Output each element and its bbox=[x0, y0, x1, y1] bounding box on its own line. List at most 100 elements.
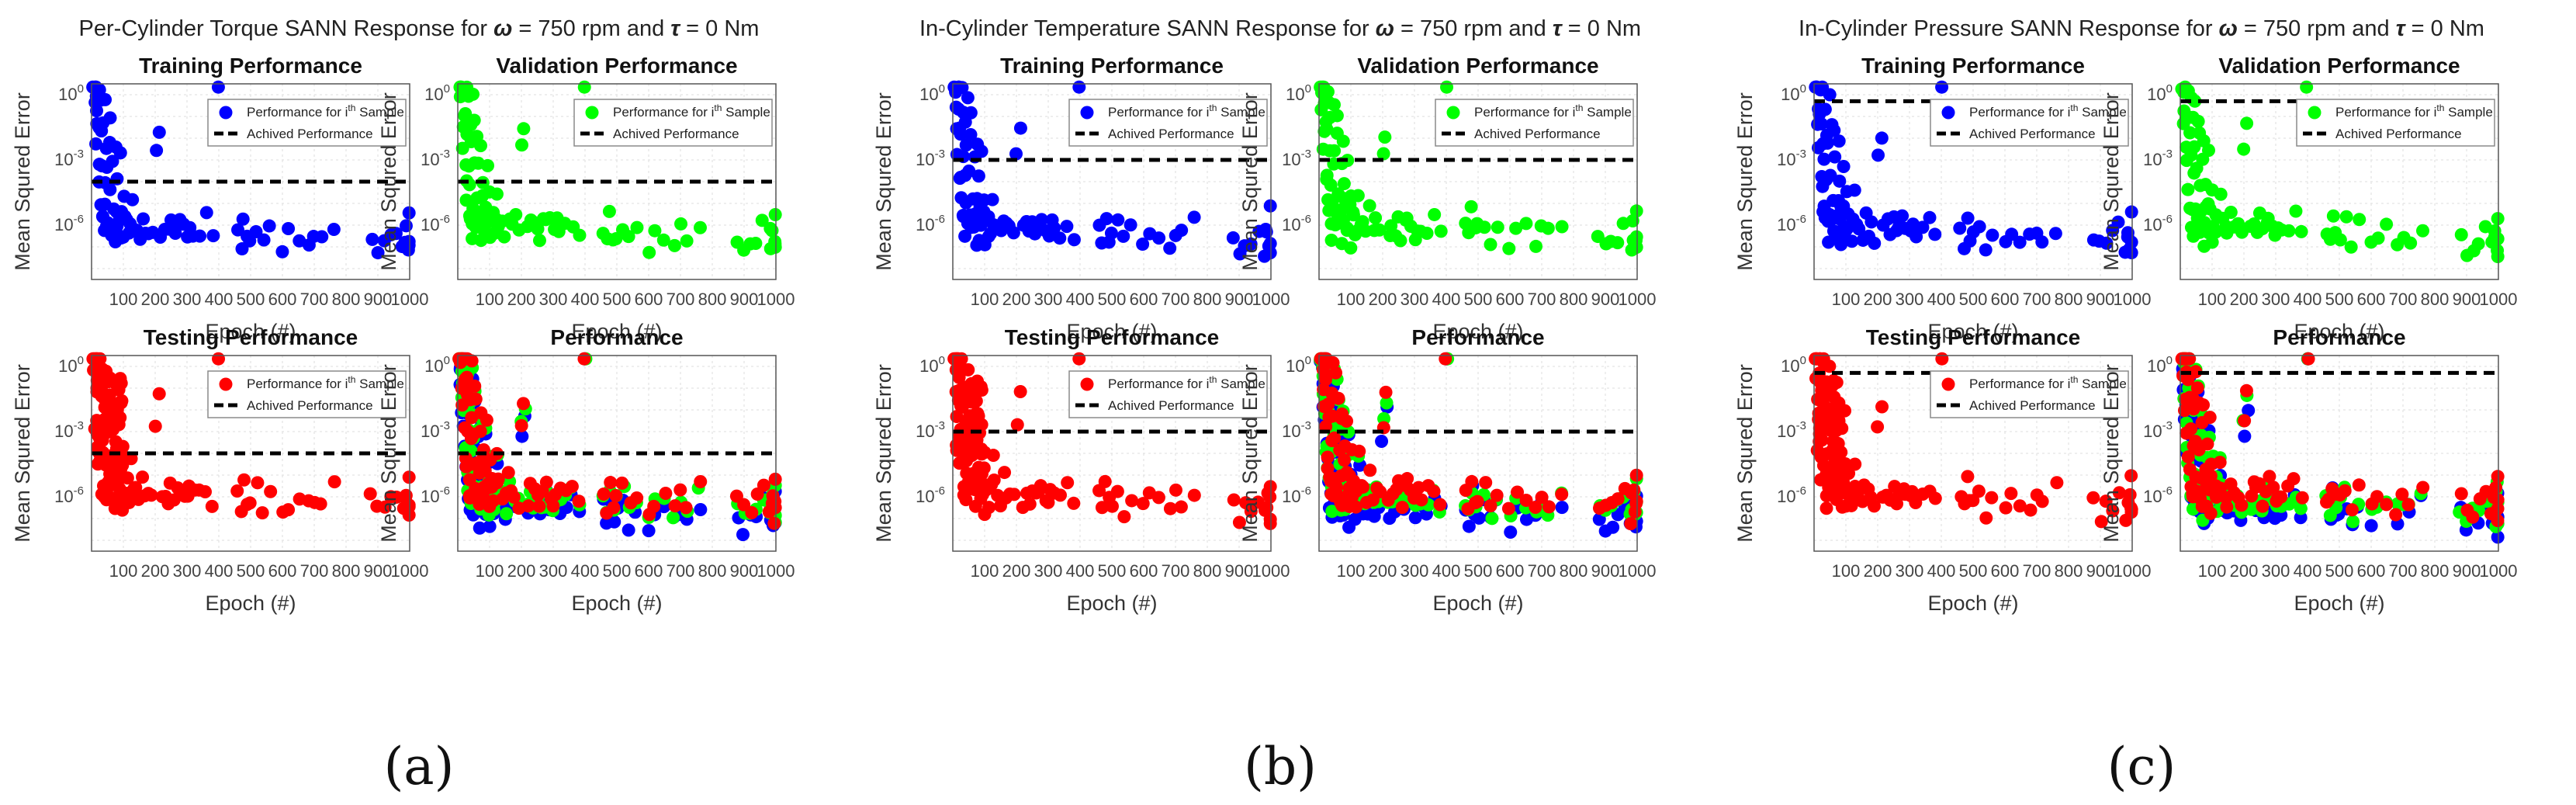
subplot-title: Training Performance bbox=[1861, 54, 2085, 78]
data-point-testing bbox=[521, 499, 535, 513]
data-point-testing bbox=[1465, 474, 1479, 488]
data-point-training bbox=[642, 524, 656, 538]
data-point-training bbox=[1953, 221, 1967, 235]
data-point-testing bbox=[2491, 514, 2505, 528]
y-tick-label: 10-6 bbox=[421, 213, 450, 234]
data-point-training bbox=[1818, 102, 1832, 116]
y-tick-exponent: 0 bbox=[939, 82, 945, 95]
y-axis-label: Mean Squred Error bbox=[377, 92, 400, 271]
x-tick-label: 500 bbox=[1098, 290, 1127, 309]
legend-sample-prefix: Performance for i bbox=[2335, 105, 2436, 120]
y-tick-base: 10 bbox=[2143, 422, 2162, 441]
data-point-testing bbox=[1232, 515, 1246, 529]
y-tick-label: 100 bbox=[1781, 82, 1806, 104]
data-point-validation bbox=[1320, 122, 1334, 136]
speed-condition: = 750 rpm and bbox=[512, 16, 670, 41]
y-tick-exponent: 0 bbox=[1305, 82, 1311, 95]
y-tick-base: 10 bbox=[421, 487, 439, 506]
data-point-testing bbox=[546, 499, 560, 513]
legend-sample-prefix: Performance for i bbox=[1969, 376, 2070, 391]
data-point-training bbox=[961, 91, 975, 105]
data-point-testing bbox=[251, 476, 265, 490]
data-point-testing bbox=[465, 354, 479, 368]
data-point-testing bbox=[1875, 400, 1889, 414]
data-point-testing bbox=[673, 483, 687, 497]
data-point-validation bbox=[1626, 214, 1639, 228]
data-point-testing bbox=[659, 486, 673, 500]
x-tick-label: 700 bbox=[667, 561, 695, 581]
data-point-training bbox=[954, 127, 968, 141]
data-point-validation bbox=[602, 204, 616, 218]
data-point-testing bbox=[572, 494, 586, 508]
subplot-3: Testing Performance Mean Squred Error Epoc… bbox=[11, 325, 428, 615]
data-point-training bbox=[327, 223, 341, 237]
x-tick-label: 200 bbox=[141, 561, 170, 581]
y-tick-label: 10-6 bbox=[54, 484, 84, 506]
y-tick-label: 10-6 bbox=[1282, 484, 1311, 506]
data-point-training bbox=[1263, 246, 1277, 260]
x-tick-label: 600 bbox=[1991, 561, 2020, 581]
y-tick-base: 10 bbox=[58, 85, 77, 104]
data-point-training bbox=[402, 206, 416, 220]
data-point-testing bbox=[1611, 492, 1625, 506]
data-point-testing bbox=[532, 499, 546, 513]
data-point-training bbox=[964, 106, 978, 120]
data-point-testing bbox=[2416, 481, 2430, 494]
data-point-validation bbox=[2183, 126, 2197, 140]
x-tick-label: 300 bbox=[2262, 561, 2290, 581]
data-point-testing bbox=[1174, 500, 1188, 514]
data-point-validation bbox=[680, 234, 694, 248]
data-point-training bbox=[2013, 235, 2027, 249]
y-tick-label: 100 bbox=[919, 82, 945, 104]
x-tick-label: 500 bbox=[603, 290, 632, 309]
data-point-testing bbox=[1867, 499, 1881, 513]
data-point-training bbox=[1820, 136, 1834, 150]
data-point-testing bbox=[313, 497, 327, 511]
data-point-testing bbox=[977, 461, 991, 475]
data-point-testing bbox=[1007, 488, 1021, 501]
subplot-title: Validation Performance bbox=[496, 54, 737, 78]
data-point-training bbox=[1006, 226, 1020, 240]
data-point-testing bbox=[1427, 484, 1441, 498]
data-point-validation bbox=[2224, 206, 2238, 220]
data-point-training bbox=[315, 230, 329, 244]
y-tick-base: 10 bbox=[2147, 85, 2166, 104]
y-tick-exponent: -6 bbox=[1301, 213, 1311, 226]
y-axis-label: Mean Squred Error bbox=[377, 364, 400, 543]
data-point-training bbox=[99, 92, 113, 106]
data-point-training bbox=[2035, 235, 2049, 249]
data-point-validation bbox=[765, 224, 779, 238]
x-tick-label: 400 bbox=[1066, 561, 1095, 581]
y-tick-label: 10-6 bbox=[1777, 484, 1806, 506]
data-point-testing bbox=[757, 478, 770, 492]
legend-sample-suffix: Sample bbox=[1217, 105, 1265, 120]
x-tick-label: 200 bbox=[507, 561, 536, 581]
y-axis-label: Mean Squred Error bbox=[872, 364, 895, 543]
legend-sample-sup: th bbox=[348, 102, 355, 113]
data-point-testing bbox=[565, 480, 579, 494]
x-tick-label: 300 bbox=[1401, 561, 1429, 581]
y-tick-base: 10 bbox=[2143, 215, 2162, 234]
data-point-testing bbox=[1823, 359, 1837, 373]
data-point-training bbox=[262, 219, 276, 233]
y-tick-label: 100 bbox=[424, 354, 450, 376]
y-tick-base: 10 bbox=[421, 422, 439, 441]
data-point-testing bbox=[2491, 470, 2505, 484]
y-tick-base: 10 bbox=[1282, 422, 1300, 441]
data-point-testing bbox=[103, 395, 117, 409]
data-point-testing bbox=[694, 474, 708, 488]
data-point-testing bbox=[2094, 515, 2108, 529]
data-point-testing bbox=[1169, 483, 1182, 497]
y-tick-exponent: -3 bbox=[935, 147, 945, 161]
data-point-training bbox=[985, 193, 999, 206]
x-tick-label: 700 bbox=[300, 290, 329, 309]
data-point-validation bbox=[1346, 206, 1360, 220]
data-point-validation bbox=[667, 511, 680, 525]
data-point-training bbox=[1009, 147, 1023, 161]
data-point-testing bbox=[952, 383, 966, 397]
data-point-validation bbox=[1337, 177, 1351, 191]
x-tick-label: 400 bbox=[1927, 290, 1956, 309]
y-tick-base: 10 bbox=[54, 487, 73, 506]
data-point-training bbox=[1013, 121, 1027, 135]
data-point-testing bbox=[2235, 498, 2249, 512]
